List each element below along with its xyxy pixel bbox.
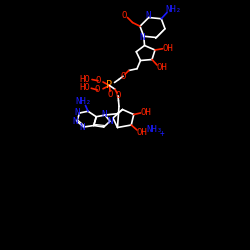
Text: OH: OH bbox=[156, 63, 167, 72]
Text: O: O bbox=[107, 90, 113, 99]
Text: +: + bbox=[160, 128, 164, 138]
Text: N: N bbox=[80, 123, 85, 132]
Text: NH₂: NH₂ bbox=[76, 97, 92, 106]
Text: N: N bbox=[102, 110, 107, 119]
Text: OH: OH bbox=[162, 44, 173, 53]
Text: HO: HO bbox=[80, 74, 90, 84]
Text: N: N bbox=[108, 117, 113, 126]
Text: N: N bbox=[146, 11, 151, 20]
Text: NH₃: NH₃ bbox=[146, 125, 162, 134]
Text: O: O bbox=[95, 76, 101, 85]
Text: N: N bbox=[139, 33, 144, 42]
Text: HO: HO bbox=[79, 84, 90, 92]
Text: OH: OH bbox=[136, 128, 147, 137]
Text: P: P bbox=[106, 80, 112, 90]
Text: O: O bbox=[115, 91, 121, 100]
Text: N: N bbox=[73, 117, 78, 126]
Text: O: O bbox=[120, 72, 126, 81]
Text: O: O bbox=[95, 86, 100, 94]
Text: OH: OH bbox=[140, 108, 151, 117]
Text: NH₂: NH₂ bbox=[166, 5, 182, 14]
Text: N: N bbox=[75, 108, 80, 117]
Text: O: O bbox=[122, 10, 127, 20]
